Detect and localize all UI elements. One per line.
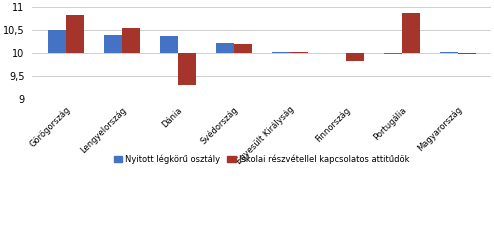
Bar (122, 27, 140, 53)
Bar (346, 53, 364, 61)
Bar (104, 35, 122, 53)
Bar (289, 52, 308, 53)
Bar (160, 36, 178, 53)
Bar (178, 53, 196, 85)
Bar (457, 53, 476, 54)
Bar (216, 43, 234, 53)
Legend: Nyitott légkörű osztály, Iskolai részvétellel kapcsolatos attitűdök: Nyitott légkörű osztály, Iskolai részvét… (111, 151, 413, 167)
Bar (48, 30, 66, 53)
Bar (66, 15, 83, 53)
Bar (272, 52, 289, 53)
Bar (402, 13, 419, 53)
Bar (384, 53, 402, 54)
Bar (440, 52, 457, 53)
Bar (234, 44, 251, 53)
